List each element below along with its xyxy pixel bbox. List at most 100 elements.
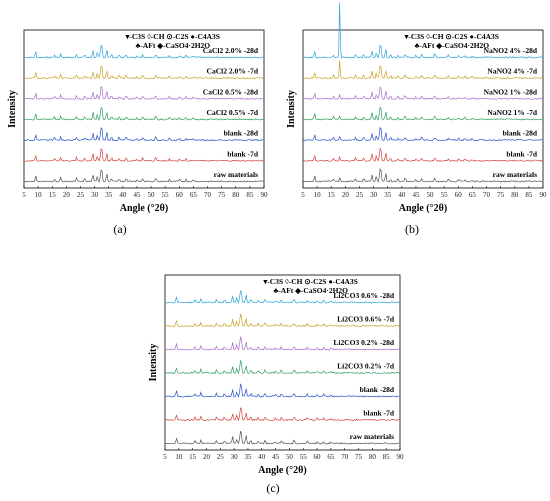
phase-legend-line: ▾-C3S ◊-CH ⊙-C2S ●-C4A3S xyxy=(125,32,220,41)
x-tick-label: 45 xyxy=(272,453,280,461)
series-trace xyxy=(23,127,264,142)
x-tick-label: 15 xyxy=(49,191,57,199)
x-tick-label: 30 xyxy=(370,191,378,199)
x-tick-label: 80 xyxy=(232,191,240,199)
panel-a: 5 10 15 20 25 30 35 40 45 50 55 60 65 70 75 80 85 90 Angle… xyxy=(7,29,269,236)
x-tick-label: 65 xyxy=(469,191,477,199)
x-tick-label: 5 xyxy=(301,191,305,199)
x-tick-label: 75 xyxy=(497,191,505,199)
x-tick-label: 20 xyxy=(63,191,71,199)
series-trace xyxy=(23,85,264,101)
series-label: raw materials xyxy=(493,170,537,179)
series-label: Li2CO3 0.6% -7d xyxy=(337,315,395,324)
series-trace xyxy=(302,60,543,80)
series-label: raw materials xyxy=(214,170,258,179)
x-tick-label: 40 xyxy=(119,191,127,199)
x-tick-label: 25 xyxy=(77,191,85,199)
series-trace xyxy=(302,126,543,142)
panel-b: 5 10 15 20 25 30 35 40 45 50 55 60 65 70 75 80 85 90 Angle… xyxy=(286,2,548,236)
phase-legend-line: ♣-AFt ◆-CaSO4·2H2O xyxy=(135,41,210,50)
phase-legend-line: ♣-AFt ◆-CaSO4·2H2O xyxy=(273,286,348,295)
x-tick-label: 35 xyxy=(244,453,252,461)
x-tick-label: 65 xyxy=(327,453,335,461)
y-axis-label: Intensity xyxy=(7,90,18,128)
x-tick-label: 15 xyxy=(189,453,197,461)
x-tick-label: 5 xyxy=(163,453,167,461)
x-tick-label: 60 xyxy=(176,191,184,199)
series-trace xyxy=(164,290,400,305)
x-axis-label: Angle (°2θ) xyxy=(399,203,447,214)
x-tick-label: 10 xyxy=(175,453,183,461)
y-axis-label: Intensity xyxy=(286,90,297,128)
phase-legend-line: ♣-AFt ◆-CaSO4·2H2O xyxy=(414,41,489,50)
x-tick-label: 35 xyxy=(105,191,113,199)
phase-legend-line: ▾-C3S ◊-CH ⊙-C2S ●-C4A3S xyxy=(404,32,499,41)
x-tick-label: 60 xyxy=(455,191,463,199)
x-tick-label: 90 xyxy=(261,191,269,199)
plot-frame xyxy=(302,29,544,189)
x-tick-label: 5 xyxy=(22,191,26,199)
x-tick-label: 80 xyxy=(369,453,377,461)
series-label: NaNO2 1% -28d xyxy=(484,87,538,96)
panel-caption: (b) xyxy=(405,222,419,236)
x-axis-label: Angle (°2θ) xyxy=(258,465,306,476)
x-tick-label: 55 xyxy=(441,191,449,199)
x-tick-label: 90 xyxy=(397,453,405,461)
series-trace xyxy=(23,44,264,59)
series-label: Li2CO3 0.2% -28d xyxy=(333,338,394,347)
x-tick-label: 50 xyxy=(427,191,435,199)
series-label: NaNO2 4% -28d xyxy=(484,46,538,55)
x-tick-label: 80 xyxy=(511,191,519,199)
series-trace xyxy=(164,430,400,445)
x-tick-label: 25 xyxy=(356,191,364,199)
x-tick-label: 70 xyxy=(483,191,491,199)
x-tick-label: 40 xyxy=(398,191,406,199)
series-trace xyxy=(164,336,400,351)
x-tick-label: 90 xyxy=(540,191,548,199)
series-trace xyxy=(23,148,264,162)
panel-caption: (a) xyxy=(113,222,126,236)
plot-frame xyxy=(164,274,401,451)
x-tick-label: 70 xyxy=(204,191,212,199)
x-tick-label: 60 xyxy=(314,453,322,461)
x-tick-label: 20 xyxy=(342,191,350,199)
series-trace xyxy=(23,169,264,183)
panel-c: 5 10 15 20 25 30 35 40 45 50 55 60 65 70 75 80 85 90 Angle… xyxy=(148,274,405,495)
series-trace xyxy=(302,2,543,60)
x-tick-label: 75 xyxy=(355,453,363,461)
series-label: NaNO2 1% -7d xyxy=(487,108,537,117)
x-tick-label: 50 xyxy=(286,453,294,461)
x-tick-label: 55 xyxy=(300,453,308,461)
series-label: Li2CO3 0.2% -7d xyxy=(337,362,395,371)
x-tick-label: 75 xyxy=(218,191,226,199)
series-trace xyxy=(164,359,400,375)
panel-caption: (c) xyxy=(266,481,279,495)
x-tick-label: 50 xyxy=(148,191,156,199)
x-tick-label: 45 xyxy=(412,191,420,199)
series-trace xyxy=(302,167,543,184)
series-label: CaCl2 2.0% -28d xyxy=(203,46,259,55)
series-trace xyxy=(302,147,543,162)
x-tick-label: 65 xyxy=(190,191,198,199)
x-tick-label: 10 xyxy=(314,191,322,199)
series-label: CaCl2 2.0% -7d xyxy=(207,67,259,76)
series-label: NaNO2 4% -7d xyxy=(487,67,537,76)
series-label: blank -28d xyxy=(360,385,395,394)
x-tick-label: 40 xyxy=(258,453,266,461)
x-tick-label: 35 xyxy=(384,191,392,199)
series-trace xyxy=(164,383,400,398)
series-label: Li2CO3 0.6% -28d xyxy=(333,291,394,300)
x-tick-label: 15 xyxy=(328,191,336,199)
x-tick-label: 45 xyxy=(133,191,141,199)
series-label: blank -7d xyxy=(363,409,394,418)
x-tick-label: 85 xyxy=(383,453,391,461)
series-label: CaCl2 0.5% -28d xyxy=(203,87,259,96)
series-trace xyxy=(303,86,543,100)
series-trace xyxy=(164,313,400,328)
x-axis-label: Angle (°2θ) xyxy=(120,203,168,214)
plot-frame xyxy=(23,29,265,189)
series-trace xyxy=(164,407,400,422)
series-trace xyxy=(302,106,543,121)
series-label: blank -7d xyxy=(506,149,537,158)
